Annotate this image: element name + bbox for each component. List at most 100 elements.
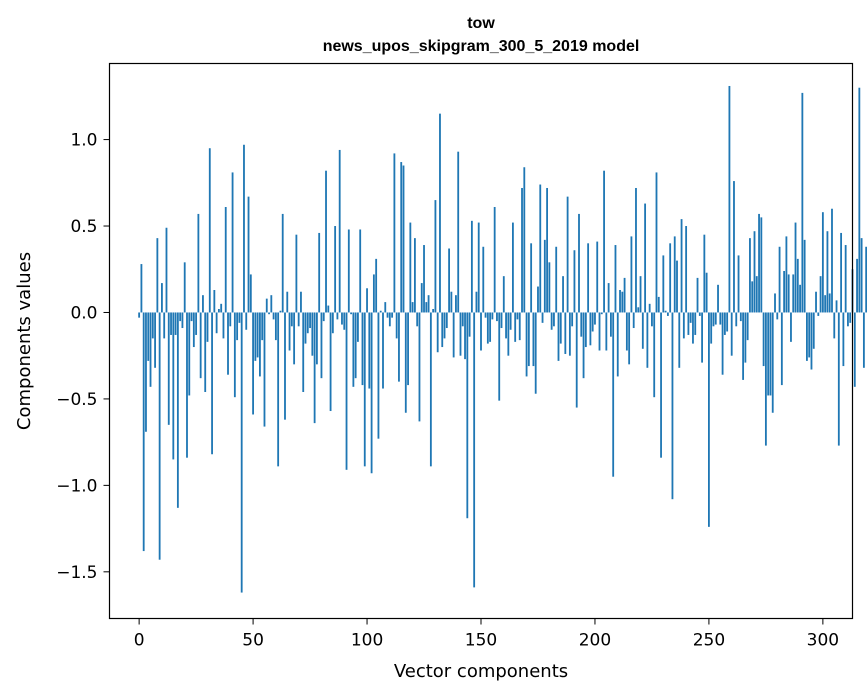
bar-270	[753, 231, 756, 313]
chart-subtitle: news_upos_skipgram_300_5_2019 model	[323, 38, 640, 55]
bar-294	[808, 312, 811, 358]
bar-159	[500, 312, 503, 329]
bar-89	[341, 312, 343, 325]
bar-145	[468, 312, 471, 337]
bar-16	[174, 312, 177, 335]
bar-221	[641, 312, 644, 349]
bar-193	[578, 213, 580, 313]
bar-104	[375, 258, 378, 313]
bar-59	[272, 312, 275, 320]
bar-163	[509, 312, 512, 330]
y-tick-label-5: 1.0	[70, 131, 97, 151]
bar-57	[268, 312, 270, 315]
bar-192	[575, 312, 578, 408]
bar-205	[605, 312, 608, 351]
bar-103	[372, 274, 375, 313]
bar-20	[183, 262, 186, 313]
bar-180	[548, 262, 551, 313]
bar-90	[343, 312, 346, 330]
bar-26	[197, 213, 200, 313]
bar-266	[744, 312, 747, 363]
bar-303	[828, 293, 831, 313]
y-tick-label-2: −0.5	[56, 390, 97, 410]
bar-86	[334, 226, 337, 313]
bar-191	[573, 250, 576, 313]
bar-97	[359, 229, 362, 313]
bar-149	[477, 222, 480, 313]
bar-79	[318, 232, 321, 313]
bar-167	[518, 312, 521, 341]
bar-213	[623, 277, 626, 313]
bar-100	[366, 288, 368, 313]
bar-70	[297, 312, 300, 327]
bar-134	[443, 312, 446, 339]
bar-310	[844, 245, 847, 313]
x-tick-label-0: 0	[134, 631, 145, 651]
bar-176	[539, 184, 542, 313]
bar-56	[265, 298, 268, 313]
bar-42	[233, 312, 236, 398]
bar-286	[790, 312, 792, 342]
bar-198	[589, 312, 592, 346]
bar-68	[293, 312, 296, 365]
bar-280	[776, 312, 779, 320]
bar-169	[523, 167, 526, 313]
bar-265	[742, 312, 745, 380]
bar-170	[525, 312, 528, 377]
bar-308	[840, 232, 843, 313]
bar-17	[176, 312, 179, 508]
bar-112	[393, 153, 396, 313]
bar-254	[717, 284, 719, 313]
x-tick-label-50: 50	[242, 631, 264, 651]
bar-88	[338, 149, 341, 313]
bar-84	[329, 312, 332, 412]
bar-196	[584, 312, 587, 348]
bar-45	[240, 312, 243, 593]
bar-212	[621, 291, 624, 313]
bar-55	[263, 312, 266, 427]
bar-22	[188, 312, 191, 396]
bar-35	[217, 309, 220, 313]
bar-243	[692, 312, 694, 344]
bar-18	[179, 312, 182, 322]
bar-202	[598, 312, 601, 351]
bar-273	[760, 217, 763, 313]
bar-231	[664, 310, 667, 313]
bar-184	[557, 312, 560, 361]
bar-128	[429, 312, 432, 467]
bar-102	[370, 312, 373, 474]
bar-50	[252, 312, 254, 415]
bar-195	[582, 312, 585, 379]
bar-290	[799, 284, 801, 313]
bar-130	[434, 200, 437, 313]
bar-46	[243, 144, 245, 313]
bar-288	[794, 222, 797, 313]
bar-256	[721, 312, 724, 375]
bar-53	[259, 312, 261, 377]
bar-173	[532, 312, 535, 367]
bar-91	[345, 312, 348, 470]
bar-264	[739, 312, 742, 322]
bar-217	[632, 312, 635, 329]
bar-214	[625, 312, 628, 351]
bar-29	[204, 312, 207, 392]
bar-287	[792, 274, 795, 313]
bar-293	[806, 312, 808, 361]
bar-21	[186, 312, 188, 458]
bar-62	[279, 310, 282, 313]
bar-47	[245, 312, 248, 330]
bar-139	[455, 295, 457, 313]
bar-179	[546, 187, 548, 313]
bar-276	[767, 312, 770, 396]
bar-189	[568, 312, 571, 356]
bar-94	[352, 312, 355, 387]
bar-75	[309, 312, 311, 329]
bar-14	[170, 312, 172, 335]
bar-225	[651, 312, 653, 327]
bar-58	[270, 295, 273, 313]
bar-271	[755, 276, 758, 313]
bar-300	[821, 212, 824, 313]
bar-207	[610, 312, 612, 337]
bar-219	[637, 307, 640, 313]
bar-96	[357, 312, 359, 342]
